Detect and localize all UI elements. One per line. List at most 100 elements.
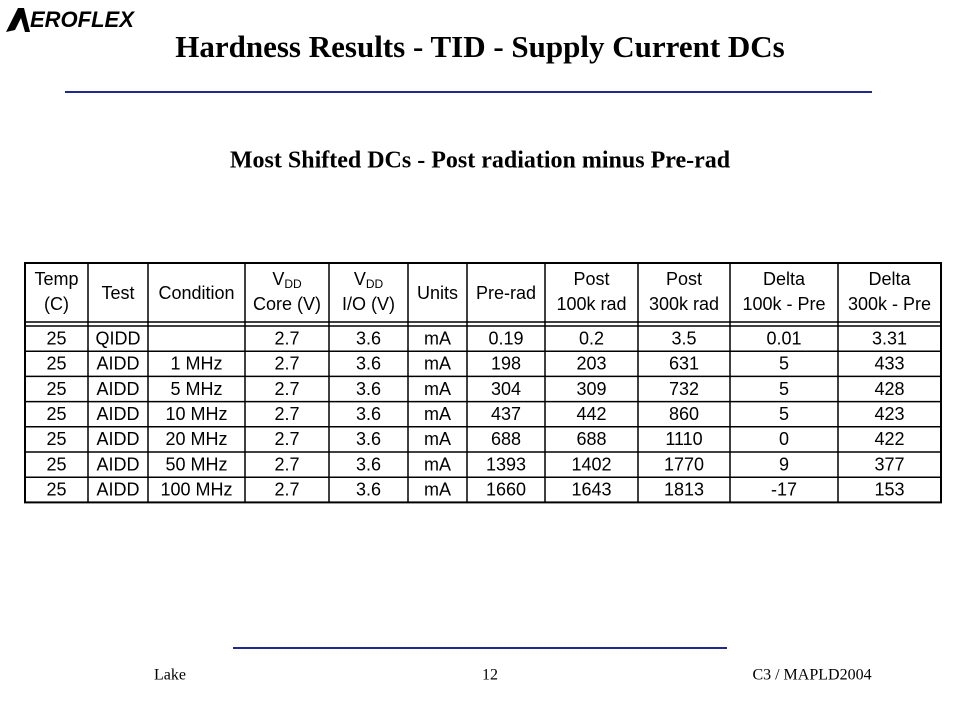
table-cell: mA	[424, 404, 451, 424]
table-cell: 100 MHz	[160, 480, 232, 500]
table-cell: 433	[874, 354, 904, 374]
header-text: Condition	[158, 283, 234, 303]
table-cell: 0	[779, 429, 789, 449]
table-cell: AIDD	[96, 379, 139, 399]
header-cell: Test	[101, 283, 134, 303]
table-cell: AIDD	[96, 480, 139, 500]
table-cell: 2.7	[274, 328, 299, 348]
header-cell: I/O (V)	[342, 294, 395, 314]
table-cell: AIDD	[96, 354, 139, 374]
logo-mark	[6, 8, 30, 32]
table-cell: 1770	[664, 454, 704, 474]
table-cell: 3.6	[356, 429, 381, 449]
table-cell: AIDD	[96, 429, 139, 449]
logo: EROFLEX	[30, 7, 135, 32]
header-text: Units	[417, 283, 458, 303]
table-cell: 304	[491, 379, 521, 399]
table-cell: 2.7	[274, 379, 299, 399]
table-cell: 20 MHz	[165, 429, 227, 449]
table-cell: 0.2	[579, 328, 604, 348]
table-cell: 3.6	[356, 480, 381, 500]
table-cell: mA	[424, 429, 451, 449]
table-cell: 309	[576, 379, 606, 399]
table-cell: 25	[46, 328, 66, 348]
table-cell: 1643	[571, 480, 611, 500]
table-cell: 422	[874, 429, 904, 449]
header-cell: VDD	[272, 269, 302, 291]
header-cell: Core (V)	[253, 294, 321, 314]
header-cell: VDD	[354, 269, 384, 291]
footer-center: 12	[482, 667, 498, 684]
header-text: Delta	[868, 269, 911, 289]
header-text: Post	[666, 269, 702, 289]
table-cell: mA	[424, 354, 451, 374]
table-border	[24, 262, 942, 504]
header-cell: 300k - Pre	[848, 294, 931, 314]
header-cell: Delta	[868, 269, 911, 289]
table-cell: 5	[779, 354, 789, 374]
table-cell: 860	[669, 404, 699, 424]
header-cell: 100k - Pre	[742, 294, 825, 314]
table-cell: 1402	[571, 454, 611, 474]
table-cell: 3.6	[356, 354, 381, 374]
table-cell: 2.7	[274, 429, 299, 449]
table-cell: 3.5	[671, 328, 696, 348]
table-cell: 3.31	[872, 328, 907, 348]
header-text: V	[354, 269, 366, 289]
table-cell: AIDD	[96, 454, 139, 474]
table-cell: 2.7	[274, 454, 299, 474]
table-cell: 631	[669, 354, 699, 374]
table-cell: 2.7	[274, 404, 299, 424]
table-cell: 25	[46, 454, 66, 474]
table-cell: 428	[874, 379, 904, 399]
header-text: V	[272, 269, 284, 289]
table-cell: 153	[874, 480, 904, 500]
table-cell: 50 MHz	[165, 454, 227, 474]
header-cell: Post	[666, 269, 702, 289]
header-cell: Post	[573, 269, 609, 289]
table-cell: AIDD	[96, 404, 139, 424]
table-cell: 2.7	[274, 354, 299, 374]
table-cell: 1110	[665, 429, 702, 449]
header-cell: 300k rad	[649, 294, 719, 314]
table-cell: 377	[874, 454, 904, 474]
header-subscript: DD	[284, 277, 302, 291]
table-cell: 1393	[486, 454, 526, 474]
table-cell: 5	[779, 379, 789, 399]
table-cell: 5 MHz	[170, 379, 222, 399]
header-cell: Delta	[763, 269, 806, 289]
table-cell: 3.6	[356, 328, 381, 348]
header-text: Pre-rad	[476, 283, 536, 303]
table-cell: 2.7	[274, 480, 299, 500]
header-text: Post	[573, 269, 609, 289]
subtitle: Most Shifted DCs - Post radiation minus …	[230, 148, 731, 174]
table-cell: -17	[771, 480, 797, 500]
footer-left: Lake	[154, 667, 186, 684]
table-cell: 3.6	[356, 379, 381, 399]
table-cell: mA	[424, 379, 451, 399]
table-cell: 25	[46, 480, 66, 500]
table-cell: mA	[424, 328, 451, 348]
table-cell: 423	[874, 404, 904, 424]
header-cell: Condition	[158, 283, 234, 303]
table-cell: 1 MHz	[170, 354, 222, 374]
title: Hardness Results - TID - Supply Current …	[175, 29, 784, 64]
table-cell: 5	[779, 404, 789, 424]
table-cell: 9	[779, 454, 789, 474]
header-text: Temp	[34, 269, 78, 289]
table-cell: 198	[491, 354, 521, 374]
table-cell: 1660	[486, 480, 526, 500]
table-cell: 3.6	[356, 454, 381, 474]
table-cell: 688	[491, 429, 521, 449]
table-cell: 732	[669, 379, 699, 399]
table-cell: 25	[46, 379, 66, 399]
header-subscript: DD	[366, 277, 384, 291]
table-cell: 203	[576, 354, 606, 374]
header-cell: Units	[417, 283, 458, 303]
table-cell: 0.19	[488, 328, 523, 348]
table-cell: 1813	[664, 480, 704, 500]
table-cell: 442	[576, 404, 606, 424]
header-cell: Temp	[34, 269, 78, 289]
